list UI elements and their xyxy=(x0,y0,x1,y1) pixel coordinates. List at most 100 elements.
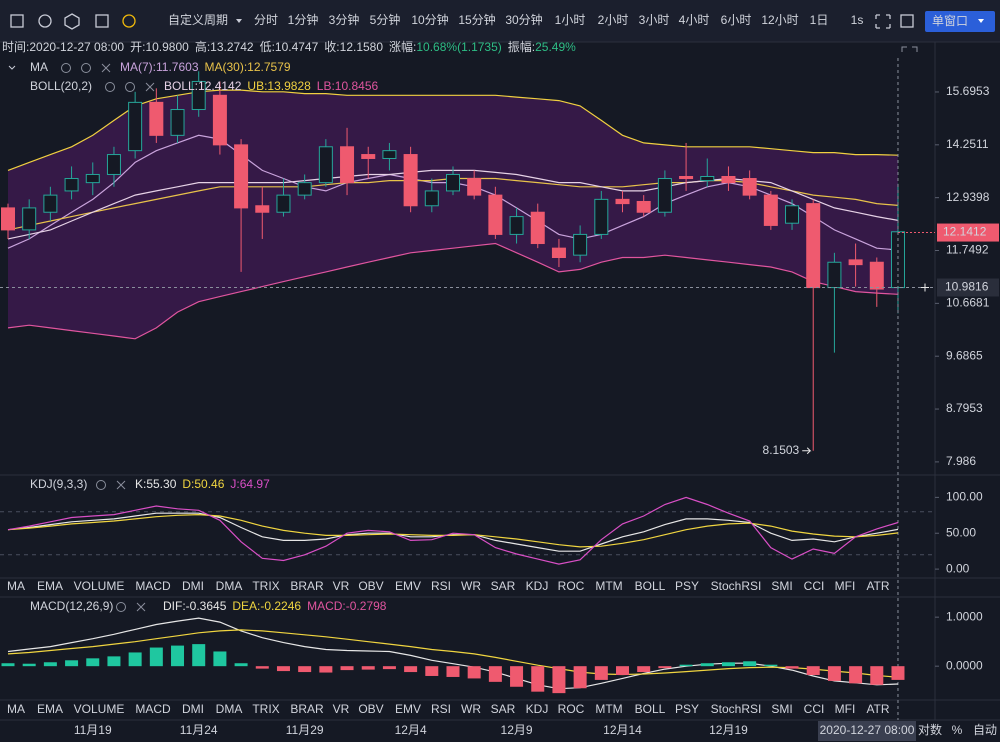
period-option[interactable]: 1小时 xyxy=(555,13,586,27)
icon[interactable] xyxy=(95,14,109,28)
period-option[interactable]: 1日 xyxy=(810,13,829,27)
indicator-tab[interactable]: VR xyxy=(333,579,350,593)
legend-icon[interactable] xyxy=(81,63,91,73)
collapse-icon[interactable] xyxy=(8,65,16,70)
period-option[interactable]: 3分钟 xyxy=(329,12,360,27)
indicator-tab[interactable]: VOLUME xyxy=(74,702,125,716)
info-value: 10.4747 xyxy=(275,40,319,54)
indicator-tab[interactable]: KDJ xyxy=(526,579,549,593)
indicator-tab[interactable]: MACD xyxy=(135,702,171,716)
candle-body xyxy=(340,146,355,184)
indicator-tab[interactable]: SMI xyxy=(771,702,792,716)
period-option[interactable]: 2小时 xyxy=(598,13,629,27)
indicator-tab[interactable]: VOLUME xyxy=(74,579,125,593)
legend-icon[interactable] xyxy=(96,480,106,490)
period-option[interactable]: 6小时 xyxy=(721,13,752,27)
indicator-tab[interactable]: SAR xyxy=(491,702,516,716)
indicator-tab[interactable]: TRIX xyxy=(252,579,279,593)
indicator-tab[interactable]: BOLL xyxy=(635,702,666,716)
histogram-bar xyxy=(86,658,100,667)
indicator-tab[interactable]: MTM xyxy=(595,702,622,716)
histogram-bar xyxy=(446,666,460,677)
indicator-tab[interactable]: RSI xyxy=(431,579,451,593)
axis-option[interactable]: 对数 xyxy=(918,722,942,737)
period-option[interactable]: 30分钟 xyxy=(505,12,542,27)
indicator-tab[interactable]: WR xyxy=(461,579,481,593)
legend-close[interactable] xyxy=(145,82,155,92)
indicator-tab[interactable]: SAR xyxy=(491,579,516,593)
period-option[interactable]: 10分钟 xyxy=(411,12,448,27)
period-option[interactable]: 4小时 xyxy=(679,13,710,27)
icon[interactable] xyxy=(38,14,52,28)
indicator-tab[interactable]: ROC xyxy=(558,579,585,593)
histogram-bar xyxy=(849,666,863,684)
candle-body xyxy=(22,207,37,231)
window-button[interactable] xyxy=(925,11,995,32)
legend-item: MA(7):11.7603 xyxy=(120,60,199,74)
period-option[interactable]: 15分钟 xyxy=(458,12,495,27)
axis-option[interactable]: % xyxy=(952,723,963,737)
indicator-tab[interactable]: VR xyxy=(333,702,350,716)
histogram-bar xyxy=(171,645,185,667)
legend-icon[interactable] xyxy=(125,82,135,92)
indicator-tab[interactable]: TRIX xyxy=(252,702,279,716)
indicator-tab[interactable]: CCI xyxy=(804,702,825,716)
window-button-label[interactable]: 单窗口 xyxy=(932,14,968,28)
indicator-tab[interactable]: DMI xyxy=(182,702,204,716)
indicator-tab[interactable]: CCI xyxy=(804,579,825,593)
indicator-tab[interactable]: EMV xyxy=(395,702,421,716)
indicator-tab[interactable]: EMA xyxy=(37,579,63,593)
indicator-tab[interactable]: DMA xyxy=(216,702,243,716)
indicator-tab[interactable]: MACD xyxy=(135,579,171,593)
indicator-tab[interactable]: DMA xyxy=(216,579,243,593)
candle-body xyxy=(382,150,397,159)
indicator-tab[interactable]: OBV xyxy=(358,702,383,716)
indicator-tab[interactable]: StochRSI xyxy=(711,702,762,716)
indicator-tab[interactable]: MA xyxy=(7,702,25,716)
indicator-tab[interactable]: BRAR xyxy=(290,702,324,716)
legend-close[interactable] xyxy=(136,602,146,612)
indicator-tab[interactable]: PSY xyxy=(675,579,699,593)
indicator-tab[interactable]: OBV xyxy=(358,579,383,593)
icon[interactable] xyxy=(64,13,80,30)
icon[interactable] xyxy=(10,14,24,28)
indicator-tab[interactable]: ATR xyxy=(866,579,889,593)
icon[interactable] xyxy=(875,14,891,29)
indicator-tab[interactable]: BRAR xyxy=(290,579,324,593)
period-option[interactable]: 5分钟 xyxy=(370,12,401,27)
indicator-tab[interactable]: StochRSI xyxy=(711,579,762,593)
indicator-tab[interactable]: ROC xyxy=(558,702,585,716)
indicator-tab[interactable]: MA xyxy=(7,579,25,593)
period-menu[interactable]: 自定义周期 xyxy=(168,12,228,27)
indicator-tab[interactable]: BOLL xyxy=(635,579,666,593)
legend-icon[interactable] xyxy=(105,82,115,92)
indicator-tab[interactable]: DMI xyxy=(182,579,204,593)
indicator-tab[interactable]: ATR xyxy=(866,702,889,716)
indicator-tab[interactable]: SMI xyxy=(771,579,792,593)
period-option[interactable]: 12小时 xyxy=(761,13,798,27)
candle-body xyxy=(128,101,143,152)
icon[interactable] xyxy=(900,14,914,28)
info-value: 12.1580 xyxy=(340,40,384,54)
axis-option[interactable]: 自动 xyxy=(973,723,997,737)
expand-icon[interactable] xyxy=(901,46,918,52)
legend-icon[interactable] xyxy=(116,602,126,612)
indicator-tab[interactable]: EMV xyxy=(395,579,421,593)
indicator-tab[interactable]: EMA xyxy=(37,702,63,716)
period-option[interactable]: 分时 xyxy=(254,13,278,27)
indicator-tab[interactable]: MTM xyxy=(595,579,622,593)
legend-icon[interactable] xyxy=(61,63,71,73)
indicator-tab[interactable]: MFI xyxy=(835,579,856,593)
indicator-tab[interactable]: KDJ xyxy=(526,702,549,716)
indicator-tab[interactable]: MFI xyxy=(835,702,856,716)
indicator-tab[interactable]: PSY xyxy=(675,702,699,716)
indicator-tab[interactable]: WR xyxy=(461,702,481,716)
refresh-rate[interactable]: 1s xyxy=(851,13,864,27)
indicator-tab[interactable]: RSI xyxy=(431,702,451,716)
candle-body xyxy=(827,261,842,289)
legend-close[interactable] xyxy=(101,63,111,73)
period-option[interactable]: 1分钟 xyxy=(288,12,319,27)
legend-close[interactable] xyxy=(116,480,126,490)
icon[interactable] xyxy=(122,14,136,28)
period-option[interactable]: 3小时 xyxy=(639,13,670,27)
